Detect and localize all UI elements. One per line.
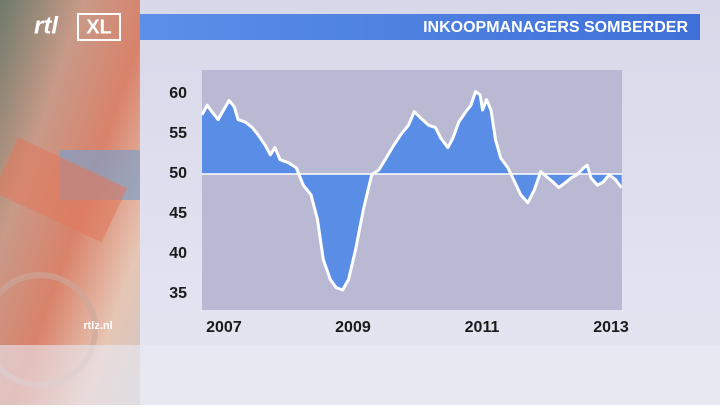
plot-area: [202, 70, 622, 310]
website: rtlz.nl: [83, 320, 112, 332]
title-bar: [140, 14, 700, 40]
x-tick-label: 2009: [335, 319, 371, 336]
y-tick-label: 55: [169, 125, 187, 142]
chart-title: INKOOPMANAGERS SOMBERDER: [423, 19, 688, 36]
y-tick-label: 60: [169, 85, 187, 102]
y-tick-label: 45: [169, 205, 187, 222]
area: [202, 91, 622, 290]
plot: 35 40 45 50 55 60 2007 2009 2011 2013: [169, 85, 629, 336]
logo-badge-frame: [77, 13, 121, 41]
y-tick-label: 40: [169, 245, 187, 262]
y-tick-label: 50: [169, 165, 187, 182]
x-tick-label: 2007: [206, 319, 242, 336]
y-tick-label: 35: [169, 285, 187, 302]
banknote-red: [0, 137, 128, 243]
lower-band: [0, 345, 720, 405]
logo: rtl: [34, 12, 59, 39]
logo-badge: XL: [86, 16, 112, 38]
x-tick-label: 2011: [465, 319, 500, 336]
x-tick-label: 2013: [593, 319, 629, 336]
line: [200, 90, 623, 292]
